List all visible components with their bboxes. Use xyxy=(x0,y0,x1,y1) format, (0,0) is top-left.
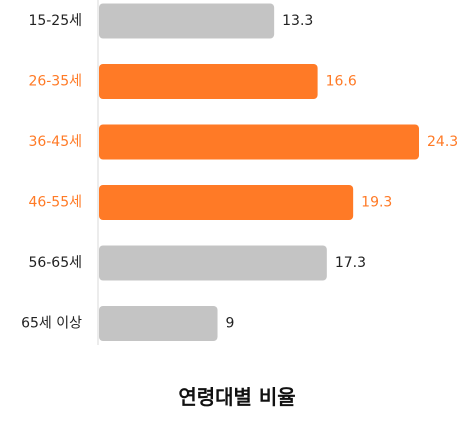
value-label: 19.3 xyxy=(361,195,392,211)
category-label: 26-35세 xyxy=(28,74,82,90)
bar xyxy=(99,124,419,160)
value-label: 9 xyxy=(226,316,235,332)
bar xyxy=(99,245,327,281)
bar xyxy=(99,306,218,341)
bar xyxy=(99,64,318,99)
value-label: 24.3 xyxy=(427,134,458,150)
value-label: 16.6 xyxy=(326,74,357,90)
bar xyxy=(99,185,354,220)
category-label: 15-25세 xyxy=(28,13,82,29)
value-label: 13.3 xyxy=(282,13,313,29)
category-label: 46-55세 xyxy=(28,195,82,211)
category-label: 65세 이상 xyxy=(21,316,82,332)
category-label: 56-65세 xyxy=(28,255,82,271)
bar xyxy=(99,3,275,39)
chart-title: 연령대별 비율 xyxy=(178,385,296,409)
category-label: 36-45세 xyxy=(28,134,82,150)
value-label: 17.3 xyxy=(335,255,366,271)
bar-chart: 15-25세 13.3 26-35세 16.6 36-45세 24.3 46-55세 19.3… xyxy=(21,0,458,345)
